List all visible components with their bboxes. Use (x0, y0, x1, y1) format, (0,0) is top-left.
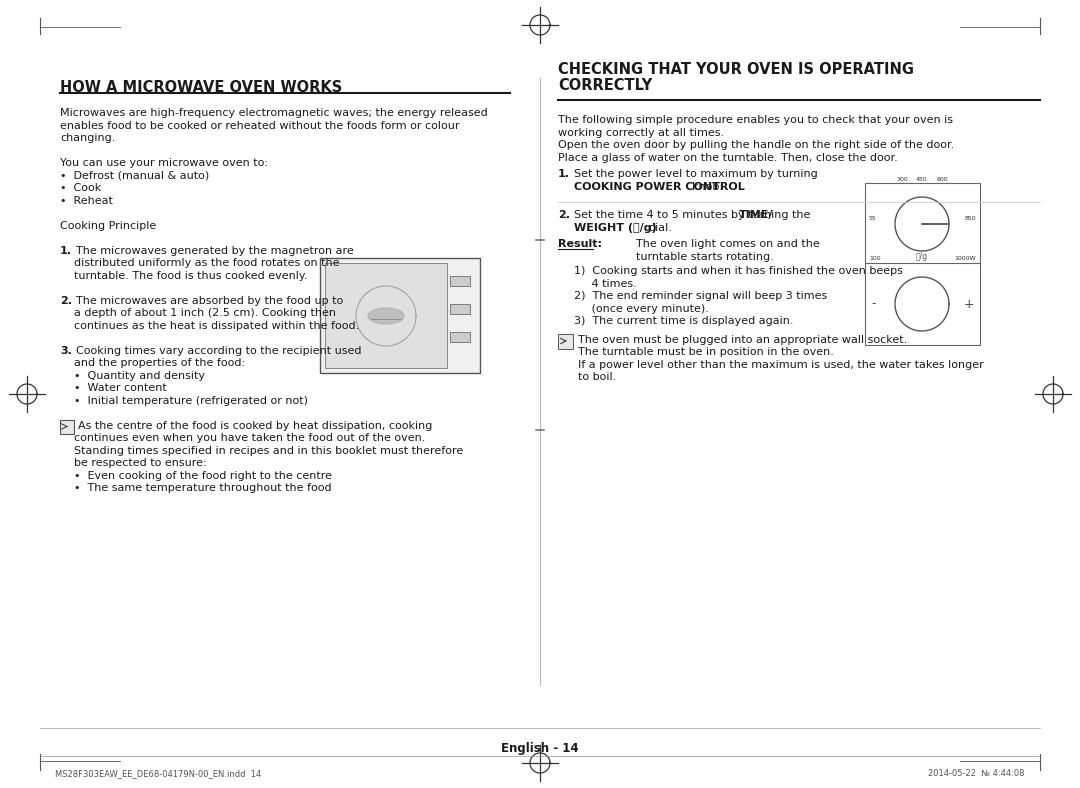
Bar (865, 263, 980, 345)
Text: 1.: 1. (60, 246, 72, 255)
Text: Set the time 4 to 5 minutes by turning the: Set the time 4 to 5 minutes by turning t… (573, 210, 810, 220)
Text: Microwaves are high-frequency electromagnetic waves; the energy released: Microwaves are high-frequency electromag… (60, 108, 488, 118)
Bar (450, 276, 470, 286)
Text: 2014-05-22  № 4:44:08: 2014-05-22 № 4:44:08 (929, 769, 1025, 778)
Text: 3)  The current time is displayed again.: 3) The current time is displayed again. (573, 316, 794, 326)
Text: The oven light comes on and the: The oven light comes on and the (636, 239, 820, 249)
Text: changing.: changing. (60, 133, 116, 143)
Text: The microwaves are absorbed by the food up to: The microwaves are absorbed by the food … (76, 296, 343, 306)
Bar (865, 183, 980, 265)
Text: •  Water content: • Water content (60, 383, 166, 393)
Text: +: + (963, 298, 974, 310)
Text: 1)  Cooking starts and when it has finished the oven beeps: 1) Cooking starts and when it has finish… (573, 266, 903, 276)
Text: (once every minute).: (once every minute). (573, 303, 708, 314)
Text: COOKING POWER CONTROL: COOKING POWER CONTROL (573, 181, 745, 191)
Text: WEIGHT (Ⓢ/g): WEIGHT (Ⓢ/g) (573, 222, 657, 232)
Text: English - 14: English - 14 (501, 742, 579, 755)
Text: HOW A MICROWAVE OVEN WORKS: HOW A MICROWAVE OVEN WORKS (60, 80, 342, 95)
Text: 300: 300 (896, 177, 908, 182)
Text: Result:: Result: (558, 239, 602, 249)
Text: 1.: 1. (558, 169, 570, 179)
Text: 1000W: 1000W (955, 256, 976, 261)
Text: Open the oven door by pulling the handle on the right side of the door.: Open the oven door by pulling the handle… (558, 140, 955, 150)
Text: •  Quantity and density: • Quantity and density (60, 370, 205, 381)
Text: 2.: 2. (60, 296, 72, 306)
Text: to boil.: to boil. (578, 372, 617, 382)
Text: The microwaves generated by the magnetron are: The microwaves generated by the magnetro… (76, 246, 354, 255)
Text: continues as the heat is dissipated within the food.: continues as the heat is dissipated with… (60, 321, 360, 330)
Text: •  The same temperature throughout the food: • The same temperature throughout the fo… (60, 483, 332, 493)
Bar (320, 258, 480, 373)
Text: •  Defrost (manual & auto): • Defrost (manual & auto) (60, 170, 210, 180)
Text: CHECKING THAT YOUR OVEN IS OPERATING: CHECKING THAT YOUR OVEN IS OPERATING (558, 62, 914, 77)
Text: a depth of about 1 inch (2.5 cm). Cooking then: a depth of about 1 inch (2.5 cm). Cookin… (60, 308, 336, 318)
Bar (60, 419, 75, 433)
Text: MS28F303EAW_EE_DE68-04179N-00_EN.indd  14: MS28F303EAW_EE_DE68-04179N-00_EN.indd 14 (55, 769, 261, 778)
Text: If a power level other than the maximum is used, the water takes longer: If a power level other than the maximum … (578, 359, 984, 370)
Text: 100: 100 (869, 256, 880, 261)
Text: 450: 450 (916, 177, 928, 182)
Text: turntable. The food is thus cooked evenly.: turntable. The food is thus cooked evenl… (60, 270, 308, 281)
Text: dial.: dial. (648, 222, 672, 232)
Text: continues even when you have taken the food out of the oven.: continues even when you have taken the f… (60, 433, 426, 443)
Text: Cooking times vary according to the recipient used: Cooking times vary according to the reci… (76, 345, 362, 355)
Text: distributed uniformly as the food rotates on the: distributed uniformly as the food rotate… (60, 258, 339, 268)
Text: The turntable must be in position in the oven.: The turntable must be in position in the… (578, 347, 834, 357)
Text: •  Cook: • Cook (60, 183, 102, 193)
Text: •  Initial temperature (refrigerated or not): • Initial temperature (refrigerated or n… (60, 396, 308, 406)
Text: Ⓢ/g: Ⓢ/g (916, 252, 928, 261)
Text: CORRECTLY: CORRECTLY (558, 78, 652, 93)
Text: •  Reheat: • Reheat (60, 195, 113, 206)
Bar (450, 304, 470, 314)
Text: Place a glass of water on the turntable. Then, close the door.: Place a glass of water on the turntable.… (558, 153, 897, 162)
Text: 2)  The end reminder signal will beep 3 times: 2) The end reminder signal will beep 3 t… (573, 291, 827, 301)
Text: turntable starts rotating.: turntable starts rotating. (636, 251, 773, 262)
Text: TIME/: TIME/ (739, 210, 773, 220)
Text: The following simple procedure enables you to check that your oven is: The following simple procedure enables y… (558, 115, 953, 125)
Text: 4 times.: 4 times. (573, 278, 637, 288)
Text: and the properties of the food:: and the properties of the food: (60, 358, 245, 368)
Text: 3.: 3. (60, 345, 72, 355)
Text: enables food to be cooked or reheated without the foods form or colour: enables food to be cooked or reheated wi… (60, 121, 459, 131)
Text: 600: 600 (936, 177, 948, 182)
Text: 2.: 2. (558, 210, 570, 220)
Text: •  Even cooking of the food right to the centre: • Even cooking of the food right to the … (60, 470, 332, 481)
Polygon shape (368, 308, 404, 324)
Text: be respected to ensure:: be respected to ensure: (60, 458, 206, 468)
Text: -: - (870, 298, 876, 310)
Text: knob.: knob. (692, 181, 723, 191)
Text: 55: 55 (869, 215, 877, 221)
Text: Cooking Principle: Cooking Principle (60, 221, 157, 231)
Text: 850: 850 (964, 215, 976, 221)
Text: Set the power level to maximum by turning: Set the power level to maximum by turnin… (573, 169, 818, 179)
Text: working correctly at all times.: working correctly at all times. (558, 128, 724, 137)
Text: The oven must be plugged into an appropriate wall socket.: The oven must be plugged into an appropr… (578, 334, 907, 344)
Text: Standing times specified in recipes and in this booklet must therefore: Standing times specified in recipes and … (60, 445, 463, 455)
Bar (558, 333, 573, 348)
Text: As the centre of the food is cooked by heat dissipation, cooking: As the centre of the food is cooked by h… (78, 421, 432, 430)
Text: You can use your microwave oven to:: You can use your microwave oven to: (60, 158, 268, 168)
Bar (450, 332, 470, 342)
Bar (325, 263, 447, 368)
